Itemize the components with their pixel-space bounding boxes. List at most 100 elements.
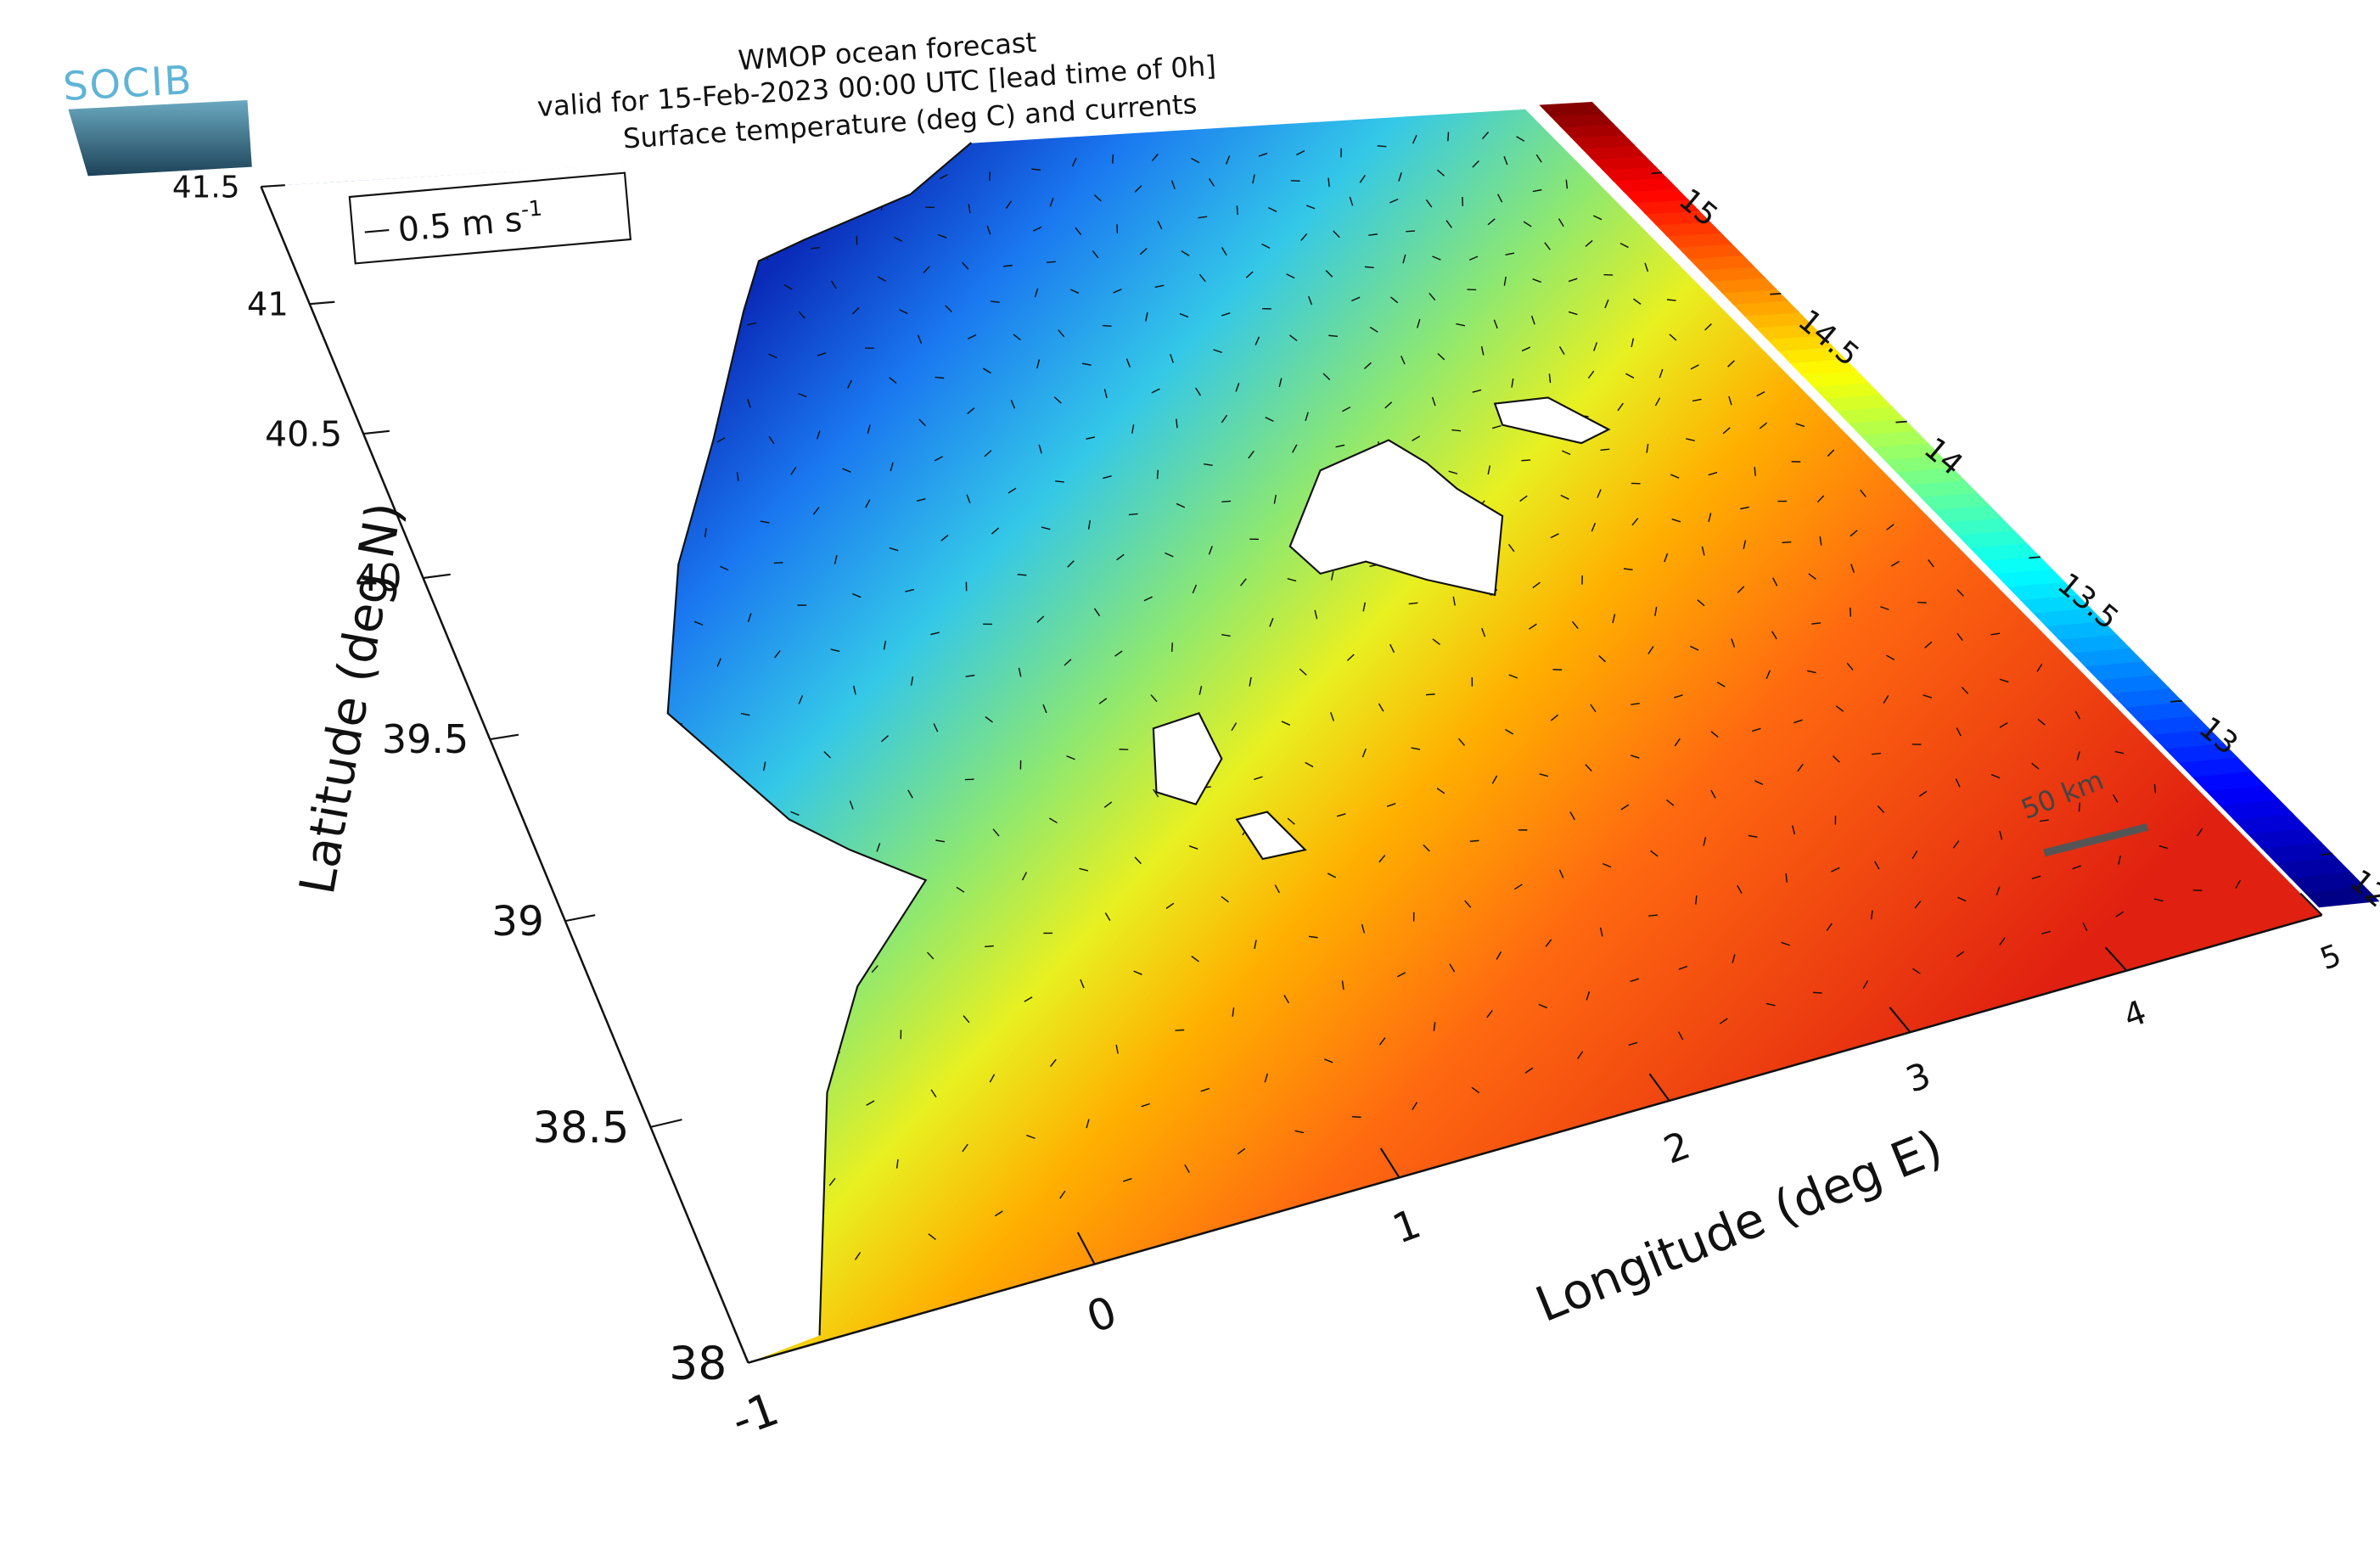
current-arrow [889, 377, 897, 384]
current-arrow [1103, 801, 1113, 808]
current-arrow [1952, 840, 1960, 849]
x-tick-label: 3 [1900, 1054, 1936, 1101]
current-arrow [1732, 954, 1736, 963]
current-arrow [1516, 136, 1525, 142]
current-arrow [1704, 323, 1712, 331]
current-arrow [747, 322, 757, 326]
current-arrow [830, 648, 840, 653]
current-arrow [816, 429, 821, 440]
colorbar-band [1654, 220, 1722, 237]
current-arrow [967, 407, 975, 415]
current-arrow [1503, 155, 1508, 166]
current-arrow [1098, 698, 1108, 704]
current-arrow [1469, 839, 1479, 843]
colorbar-band [1743, 311, 1811, 328]
current-arrow [1225, 155, 1231, 165]
current-arrow [1064, 659, 1072, 666]
current-arrow [1346, 654, 1355, 661]
current-arrow [1529, 623, 1537, 630]
current-arrow [1451, 429, 1462, 432]
current-arrow [1274, 884, 1280, 894]
current-arrow [1092, 250, 1099, 259]
current-arrow [1576, 1051, 1584, 1060]
current-arrow [1560, 494, 1569, 500]
current-arrow [1024, 996, 1033, 1002]
current-arrow [1597, 489, 1602, 498]
current-arrow [1396, 972, 1406, 978]
current-arrow [1300, 233, 1308, 242]
current-arrow [1131, 424, 1135, 434]
current-arrow [1505, 728, 1514, 735]
current-arrow [1891, 560, 1900, 567]
current-arrow [842, 468, 851, 473]
current-arrow [1737, 586, 1745, 593]
current-arrow [1674, 694, 1683, 699]
current-arrow [1862, 980, 1869, 990]
current-arrow [1999, 678, 2009, 683]
current-arrow [1701, 546, 1705, 556]
current-arrow [1437, 353, 1445, 361]
current-arrow [1665, 799, 1675, 806]
current-arrow [1631, 338, 1635, 348]
current-arrow [1628, 1041, 1638, 1046]
current-arrow [2153, 898, 2164, 902]
current-arrow [1928, 559, 1934, 568]
current-arrow [1423, 844, 1430, 852]
current-arrow [852, 592, 862, 598]
current-arrow [1990, 773, 2001, 779]
current-arrow [1598, 654, 1607, 663]
y-tick-label: 41.5 [172, 170, 240, 205]
current-arrow [1883, 694, 1889, 704]
current-arrow [704, 528, 707, 538]
current-arrow [1765, 1002, 1776, 1007]
current-arrow [1617, 402, 1624, 412]
current-arrow [1221, 895, 1229, 903]
current-arrow [934, 456, 943, 462]
current-arrow [962, 261, 969, 270]
y-axis-label: Latitude (deg N) [289, 498, 413, 898]
current-arrow [1886, 654, 1895, 661]
current-arrow [1532, 581, 1541, 589]
current-arrow [1066, 755, 1075, 760]
current-arrow [1322, 373, 1331, 380]
colorbar-band [1765, 334, 1834, 351]
current-arrow [1708, 471, 1718, 476]
current-arrow [798, 695, 804, 704]
current-arrow [2235, 879, 2241, 889]
current-arrow [1325, 270, 1333, 278]
current-arrow [1508, 674, 1518, 679]
current-arrow [2078, 802, 2080, 812]
colorbar-band [1687, 254, 1755, 271]
current-arrow [1447, 132, 1450, 142]
current-arrow [1181, 250, 1190, 256]
current-arrow [1677, 1031, 1684, 1041]
current-arrow [1191, 157, 1200, 164]
current-arrow [1059, 1190, 1066, 1199]
current-arrow [1191, 956, 1199, 962]
current-arrow [1756, 390, 1765, 397]
current-arrow [1165, 552, 1174, 558]
x-tick [1889, 1007, 1911, 1033]
current-arrow [967, 334, 977, 339]
current-arrow [1389, 643, 1395, 654]
current-arrow [1722, 427, 1731, 435]
current-arrow [853, 685, 856, 695]
current-arrow [1296, 149, 1305, 156]
current-arrow [1630, 978, 1640, 983]
current-arrow [1956, 727, 1962, 737]
current-arrow [1010, 400, 1016, 409]
island-menorca [1493, 396, 1611, 445]
current-arrow [866, 1100, 875, 1106]
current-arrow [1569, 811, 1575, 821]
current-arrow [768, 435, 775, 445]
current-arrow [1754, 780, 1764, 786]
current-arrow [1728, 396, 1732, 406]
current-arrow [1425, 693, 1435, 696]
current-arrow [1050, 1058, 1057, 1068]
current-arrow [881, 735, 890, 743]
current-arrow [985, 945, 994, 948]
current-arrow [1835, 705, 1844, 712]
current-arrow [1112, 154, 1114, 164]
current-arrow [965, 674, 975, 677]
